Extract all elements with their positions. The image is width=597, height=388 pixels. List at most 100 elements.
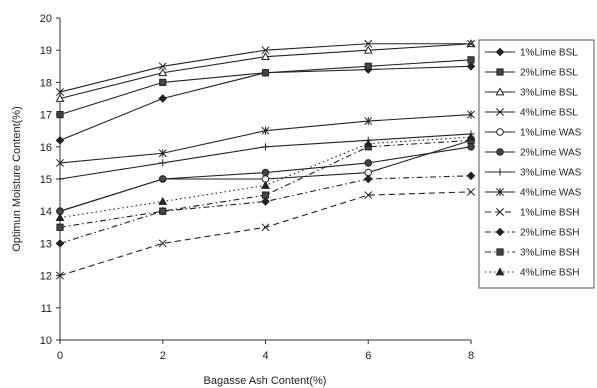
y-tick-label: 15 xyxy=(40,174,52,186)
data-point xyxy=(467,39,475,48)
data-point xyxy=(363,174,373,184)
legend-marker xyxy=(496,128,504,136)
data-point xyxy=(363,45,373,54)
legend-label: 2%Lime BSL xyxy=(520,68,578,79)
data-point xyxy=(55,93,65,102)
data-point xyxy=(261,69,270,77)
data-point xyxy=(261,168,270,177)
data-point xyxy=(466,61,476,71)
legend-marker xyxy=(495,267,505,276)
legend-marker xyxy=(496,187,504,197)
series-line xyxy=(59,114,472,164)
series-12 xyxy=(55,132,476,222)
legend-entry: 2%Lime BSH xyxy=(485,228,579,239)
legend-label: 4%Lime BSL xyxy=(520,108,578,119)
legend-label: 1%Lime BSL xyxy=(520,48,578,59)
legend-entry: 1%Lime BSL xyxy=(485,48,578,59)
data-point xyxy=(261,223,270,232)
data-point xyxy=(467,187,475,196)
series-2 xyxy=(56,56,475,119)
legend-marker xyxy=(496,68,504,76)
data-point xyxy=(158,62,167,71)
data-point xyxy=(159,207,167,215)
series-group xyxy=(55,39,476,280)
y-tick-label: 13 xyxy=(40,238,52,250)
data-point xyxy=(158,196,168,205)
data-point xyxy=(158,94,168,103)
series-8 xyxy=(56,110,475,167)
series-9 xyxy=(56,187,475,280)
legend-label: 3%Lime WAS xyxy=(520,168,582,179)
series-6 xyxy=(56,143,475,215)
x-axis-label: Bagasse Ash Content(%) xyxy=(204,375,327,387)
plot-area: 10 11 12 13 14 15 16 17 18 19 20 0 2 4 6 8 xyxy=(40,13,476,362)
y-ticks: 10 11 12 13 14 15 16 17 18 19 20 xyxy=(40,13,60,347)
data-point xyxy=(261,180,270,189)
legend-label: 4%Lime BSH xyxy=(520,268,579,279)
y-tick-label: 17 xyxy=(40,110,52,122)
data-point xyxy=(56,111,64,119)
y-tick-label: 16 xyxy=(40,142,52,154)
data-point xyxy=(56,175,64,183)
y-tick-label: 10 xyxy=(40,335,52,347)
data-point xyxy=(467,56,475,64)
data-point xyxy=(56,158,64,167)
legend: 1%Lime BSL 2%Lime BSL 3%Lime BSL 4%Lime BSL… xyxy=(478,39,595,289)
legend-marker xyxy=(495,87,505,96)
data-point xyxy=(56,223,64,231)
data-point xyxy=(55,213,65,222)
legend-entry: 1%Lime BSH xyxy=(485,208,579,219)
y-tick-label: 11 xyxy=(41,303,52,315)
legend-marker xyxy=(496,108,504,116)
data-point xyxy=(466,171,476,181)
legend-marker xyxy=(496,168,504,176)
data-point xyxy=(159,78,167,87)
x-tick-label: 2 xyxy=(160,350,166,362)
data-point xyxy=(467,143,475,151)
legend-label: 2%Lime BSH xyxy=(520,228,579,239)
legend-entry: 3%Lime BSH xyxy=(485,248,579,259)
legend-label: 1%Lime BSH xyxy=(520,208,579,219)
data-point xyxy=(261,143,270,151)
legend-marker xyxy=(496,248,504,256)
legend-entry: 4%Lime BSL xyxy=(485,108,578,119)
y-axis-label: Optimun Moisture Content(%) xyxy=(11,106,23,252)
data-point xyxy=(55,239,65,248)
data-point xyxy=(363,138,373,147)
data-point xyxy=(261,46,270,55)
legend-marker xyxy=(495,227,505,237)
x-tick-label: 0 xyxy=(57,350,63,362)
data-point xyxy=(158,149,167,158)
data-point xyxy=(364,62,372,70)
legend-entry: 3%Lime BSL xyxy=(485,87,578,99)
legend-entry: 1%Lime WAS xyxy=(485,128,582,139)
legend-label: 1%Lime WAS xyxy=(520,128,582,139)
data-point xyxy=(158,68,168,77)
x-tick-label: 6 xyxy=(365,350,371,362)
data-point xyxy=(261,197,270,206)
data-point xyxy=(158,175,167,183)
x-tick-label: 8 xyxy=(468,350,474,362)
y-tick-label: 19 xyxy=(40,45,52,57)
data-point xyxy=(55,136,65,145)
legend-marker xyxy=(495,47,505,57)
legend-marker xyxy=(496,208,504,216)
data-point xyxy=(364,191,373,200)
x-ticks: 0 2 4 6 8 xyxy=(57,340,474,362)
data-point xyxy=(56,271,64,280)
data-point xyxy=(158,239,167,248)
data-point xyxy=(261,191,270,199)
legend-entry: 4%Lime BSH xyxy=(485,267,579,279)
data-point xyxy=(364,159,373,167)
series-line xyxy=(59,175,472,244)
data-point xyxy=(159,159,167,167)
data-point xyxy=(261,126,270,135)
data-point xyxy=(364,116,373,126)
legend-label: 4%Lime WAS xyxy=(520,188,582,199)
data-point xyxy=(261,52,270,61)
legend-entry: 2%Lime BSL xyxy=(485,68,578,79)
data-point xyxy=(466,132,476,141)
data-point xyxy=(364,39,373,48)
y-tick-label: 18 xyxy=(40,77,52,89)
